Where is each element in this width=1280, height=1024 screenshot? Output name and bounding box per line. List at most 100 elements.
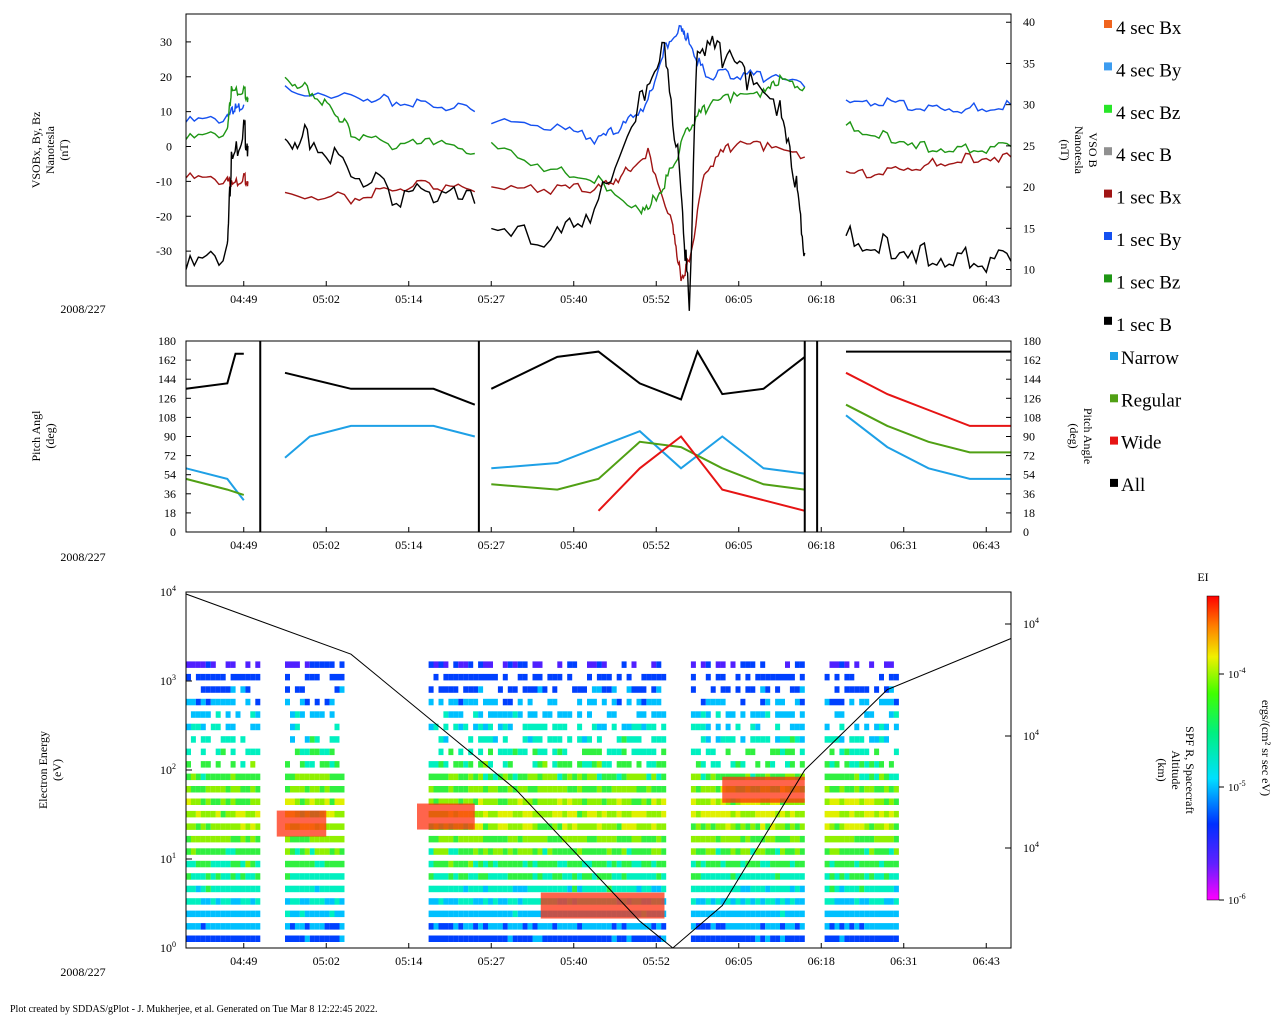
heatmap-cell [616, 736, 622, 743]
heatmap-cell [220, 910, 226, 918]
heatmap-cell [557, 885, 563, 893]
heatmap-cell [715, 860, 721, 868]
heatmap-cell [735, 848, 741, 855]
heatmap-cell [641, 686, 647, 693]
heatmap-cell [314, 673, 320, 681]
heatmap-cell [888, 885, 894, 893]
heatmap-cell [294, 885, 300, 893]
heatmap-cell [299, 798, 305, 805]
y2-tick-label: 54 [1023, 468, 1035, 482]
heatmap-cell [869, 810, 875, 818]
heatmap-cell [849, 786, 855, 793]
heatmap-cell [621, 748, 627, 756]
heatmap-cell [492, 810, 498, 818]
heatmap-cell [760, 923, 766, 930]
heatmap-cell [339, 885, 345, 893]
series-line-narrow [845, 414, 1011, 480]
heatmap-cell [834, 673, 840, 681]
heatmap-cell [547, 810, 553, 818]
pitch-y-label-line-2: (deg) [43, 423, 57, 448]
heatmap-cell [319, 661, 325, 668]
heatmap-cell [285, 786, 290, 793]
heatmap-cell [854, 910, 860, 918]
heatmap-cell [200, 673, 206, 681]
heatmap-cell [606, 786, 612, 793]
heatmap-cell [290, 736, 295, 743]
heatmap-cell [448, 935, 454, 942]
heatmap-cell [552, 835, 558, 843]
heatmap-cell [888, 873, 894, 880]
heatmap-cell [789, 885, 795, 893]
y-tick-label: 20 [160, 70, 172, 84]
heatmap-cell [512, 686, 518, 693]
heatmap-cell [235, 848, 241, 855]
heatmap-cell [710, 823, 716, 830]
heatmap-cell [294, 848, 300, 855]
heatmap-cell [443, 848, 449, 855]
heatmap-cell [755, 835, 761, 843]
heatmap-cell [235, 860, 241, 868]
heatmap-cell [488, 723, 493, 731]
heatmap-cell [195, 910, 201, 918]
heatmap-cell [611, 698, 617, 706]
heatmap-cell [730, 823, 736, 830]
heatmap-cell [294, 786, 300, 793]
heatmap-cell [473, 860, 479, 868]
heatmap-cell [789, 673, 795, 681]
heatmap-cell [502, 898, 508, 905]
heatmap-cell [309, 898, 315, 905]
heatmap-cell [591, 848, 597, 855]
heatmap-cell [601, 935, 607, 942]
heatmap-cell [690, 723, 696, 731]
heatmap-cell [507, 711, 513, 718]
legend-swatch [1104, 274, 1112, 283]
heatmap-cell [314, 786, 320, 793]
heatmap-cell [285, 848, 290, 855]
heatmap-cell [200, 748, 206, 756]
heatmap-cell [690, 786, 696, 793]
heatmap-cell [483, 860, 488, 868]
heatmap-cell [834, 711, 840, 718]
heatmap-cell [483, 835, 488, 843]
heatmap-cell [547, 773, 553, 781]
heatmap-cell [478, 736, 484, 743]
heatmap-cell [750, 736, 756, 743]
pitch-y2-label: Pitch Angle (deg) [1067, 408, 1095, 464]
heatmap-cell [879, 673, 884, 681]
heatmap-cell [794, 723, 800, 731]
heatmap-cell [794, 935, 800, 942]
heatmap-cell [517, 711, 523, 718]
heatmap-cell [700, 798, 706, 805]
heatmap-cell [888, 910, 894, 918]
heatmap-cell [591, 885, 597, 893]
heatmap-cell [695, 711, 701, 718]
heatmap-cell [567, 810, 573, 818]
heatmap-cell [448, 898, 454, 905]
heatmap-cell [230, 835, 236, 843]
heatmap-cell [255, 673, 261, 681]
heatmap-cell [488, 773, 493, 781]
heatmap-cell [893, 873, 899, 880]
heatmap-cell [334, 723, 340, 731]
heatmap-cell [844, 885, 850, 893]
heatmap-cell [799, 823, 805, 830]
heatmap-cell [225, 885, 231, 893]
heatmap-cell [557, 711, 563, 718]
heatmap-cell [448, 786, 454, 793]
heatmap-cell [750, 686, 756, 693]
heatmap-cell [725, 835, 731, 843]
y-tick-label: 103 [160, 673, 176, 688]
heatmap-cell [225, 798, 231, 805]
heatmap-cell [483, 898, 488, 905]
heatmap-cell [601, 673, 607, 681]
heatmap-cell [562, 935, 568, 942]
heatmap-cell [497, 786, 503, 793]
heatmap-cell [517, 823, 523, 830]
heatmap-cell [879, 798, 884, 805]
heatmap-cell [849, 798, 855, 805]
heatmap-cell [537, 923, 543, 930]
heatmap-cell [824, 773, 830, 781]
heatmap-cell [547, 848, 553, 855]
heatmap-cell [695, 835, 701, 843]
heatmap-cell [596, 736, 602, 743]
